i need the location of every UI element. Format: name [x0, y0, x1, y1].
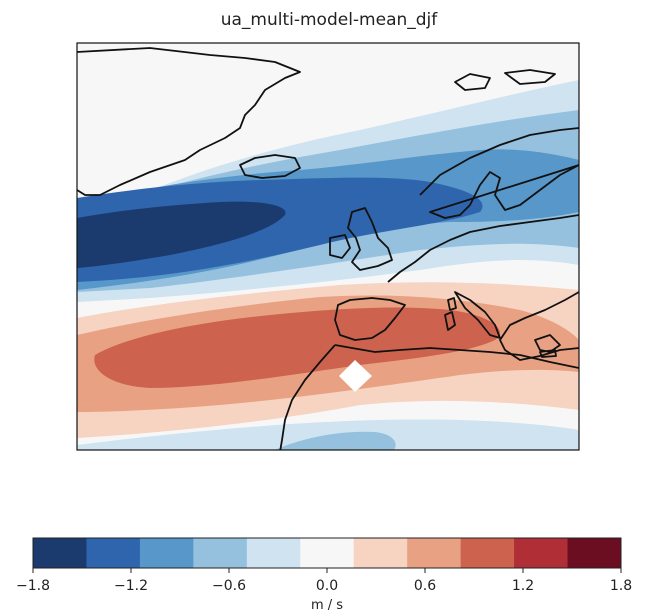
coastline-sardinia	[444, 311, 456, 331]
colorbar-cell	[353, 538, 408, 568]
coastline-italy	[454, 291, 501, 339]
coastline-iceland	[239, 154, 301, 179]
colorbar-cell	[407, 538, 462, 568]
coastline-great-britain	[347, 207, 393, 271]
coastlines	[77, 47, 579, 450]
contour-blue	[77, 177, 483, 282]
colorbar-tick-label: −0.6	[212, 578, 246, 594]
colorbar-tick-label: −1.2	[114, 578, 148, 594]
colorbar-cell	[460, 538, 515, 568]
contour-dark-blue-core	[77, 201, 286, 268]
coastline-greenland	[77, 47, 301, 196]
chart-title: ua_multi-model-mean_djf	[220, 10, 438, 30]
coastline-north-africa	[279, 344, 579, 450]
colorbar-cell	[300, 538, 355, 568]
contour-red-core	[94, 307, 500, 388]
colorbar-cell	[246, 538, 301, 568]
colorbar-tick-label: 1.8	[610, 578, 632, 594]
coastline-crete	[539, 349, 557, 358]
coastline-iberia	[334, 297, 406, 341]
colorbar-unit-label: m / s	[311, 598, 343, 612]
coastline-arctic-island	[454, 73, 491, 91]
colorbar-tick-label: 0.6	[414, 578, 436, 594]
colorbar-cell	[514, 538, 569, 568]
colorbar-ticks: −1.8 −1.2 −0.6 0.0 0.6 1.2 1.8	[16, 568, 632, 594]
colorbar-cell	[193, 538, 248, 568]
contour-blue-south	[274, 431, 396, 450]
map-frame	[76, 42, 580, 451]
coastline-scandinavia	[419, 127, 579, 219]
map-plot-area	[77, 43, 579, 450]
coastline-corsica	[447, 297, 457, 311]
coastline-greece	[534, 334, 561, 353]
colorbar-cell	[33, 538, 87, 568]
coastline-europe	[387, 214, 579, 361]
colorbar-tick-label: 0.0	[316, 578, 338, 594]
coastline-arctic-island-2	[504, 69, 556, 85]
colorbar-cell	[139, 538, 194, 568]
colorbar-tick-label: −1.8	[16, 578, 50, 594]
colorbar-cell	[86, 538, 141, 568]
missing-data-diamond	[339, 360, 372, 392]
colorbar-tick-label: 1.2	[512, 578, 534, 594]
colorbar-cell	[567, 538, 622, 568]
coastline-ireland	[329, 234, 351, 259]
colorbar-cells	[33, 538, 622, 568]
